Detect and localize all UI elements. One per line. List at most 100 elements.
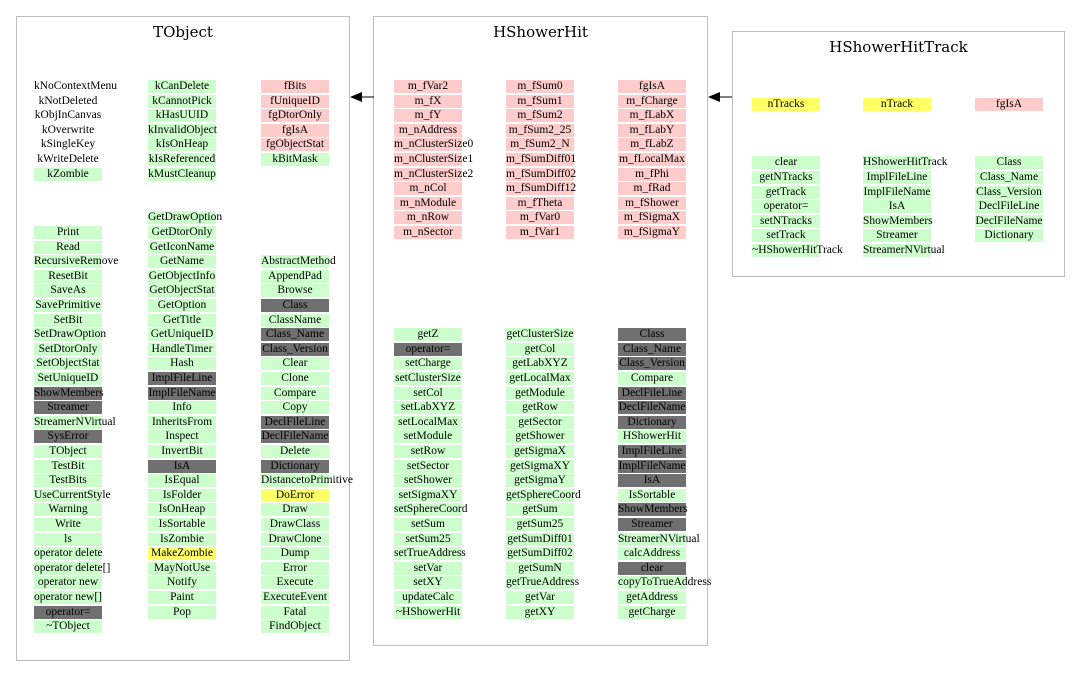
class-member: SavePrimitive	[34, 299, 102, 312]
class-member: m_fVar0	[506, 211, 574, 225]
class-member: updateCalc	[394, 591, 462, 604]
class-member: fBits	[261, 80, 329, 93]
class-member: Read	[34, 240, 102, 254]
class-member: operator=	[34, 605, 102, 619]
class-member: operator delete	[34, 547, 103, 561]
class-member: GetObjectInfo	[148, 269, 216, 283]
class-member: m_fSumDiff01	[506, 153, 577, 166]
class-member: m_fLocalMax	[618, 153, 686, 166]
class-member: m_fSum1	[506, 94, 574, 108]
class-member: setLocalMax	[394, 415, 462, 429]
class-member: fgIsA	[975, 98, 1043, 111]
class-member: StreamerNVirtual	[34, 415, 116, 429]
class-member: setLabXYZ	[394, 401, 462, 415]
class-member: m_nModule	[394, 196, 462, 210]
class-member: getVar	[506, 591, 574, 604]
class-member: SetDtorOnly	[34, 342, 102, 356]
class-member: clear	[752, 156, 820, 170]
class-member: fgIsA	[261, 123, 329, 137]
class-member: DeclFileLine	[261, 415, 329, 429]
class-member: DoError	[261, 488, 329, 502]
class-member: m_nClusterSize0	[394, 138, 474, 152]
class-member: TestBits	[34, 474, 102, 488]
class-member: SetObjectStat	[34, 357, 102, 371]
class-member: m_nCol	[394, 182, 462, 196]
class-member: AbstractMethod	[261, 255, 336, 269]
class-member: m_fY	[394, 109, 462, 123]
class-member: RecursiveRemove	[34, 255, 119, 269]
class-member: StreamerNVirtual	[618, 532, 700, 546]
class-title: HShowerHitTrack	[829, 38, 968, 56]
class-member: m_fX	[394, 94, 462, 108]
class-member: getXY	[506, 605, 574, 619]
class-member: getAddress	[618, 591, 686, 604]
class-member: calcAddress	[618, 547, 686, 561]
class-member: getSigmaX	[506, 445, 574, 458]
class-member: Dictionary	[261, 459, 329, 473]
class-member: getSphereCoord	[506, 488, 581, 502]
class-member: Compare	[618, 372, 686, 385]
class-title: TObject	[153, 23, 213, 41]
class-member: getSigmaXY	[506, 459, 574, 473]
class-member: setCharge	[394, 357, 462, 371]
class-member: HShowerHitTrack	[863, 156, 948, 170]
class-member: m_fSum2	[506, 109, 574, 123]
class-member: setShower	[394, 474, 462, 488]
class-member: kIsOnHeap	[148, 138, 216, 152]
class-member: getZ	[394, 328, 462, 342]
class-member: m_nClusterSize2	[394, 167, 474, 181]
class-member: m_fPhi	[618, 167, 686, 181]
class-member: Class_Name	[975, 171, 1043, 184]
class-member: GetOption	[148, 299, 216, 312]
class-member: setTrack	[752, 229, 820, 243]
class-member: Delete	[261, 445, 329, 458]
class-member: Streamer	[34, 401, 102, 415]
class-member: DrawClass	[261, 518, 329, 531]
class-member: setSum	[394, 518, 462, 531]
class-member: TestBit	[34, 459, 102, 473]
class-member: HShowerHit	[618, 430, 686, 444]
class-member: IsOnHeap	[148, 503, 216, 517]
class-member: Class	[975, 156, 1043, 170]
class-member: fUniqueID	[261, 94, 329, 108]
class-member: getShower	[506, 430, 574, 444]
class-member: ShowMembers	[618, 503, 688, 517]
class-member: Dictionary	[618, 415, 686, 429]
class-member: Class	[261, 299, 329, 312]
class-member: Error	[261, 561, 329, 575]
class-member: m_nAddress	[394, 123, 462, 137]
class-member: InheritsFrom	[148, 415, 216, 429]
class-member: Warning	[34, 503, 102, 517]
class-member: getNTracks	[752, 171, 820, 184]
class-member: SetBit	[34, 313, 102, 327]
class-member: Streamer	[618, 518, 686, 531]
class-member: Pop	[148, 605, 216, 619]
class-member: setTrueAddress	[394, 547, 466, 561]
class-member: getRow	[506, 401, 574, 415]
class-member: setNTracks	[752, 214, 820, 228]
class-member: setCol	[394, 386, 462, 400]
class-member: m_nClusterSize1	[394, 153, 474, 166]
class-member: StreamerNVirtual	[863, 244, 945, 257]
class-member: nTrack	[863, 98, 931, 111]
class-member: kIsReferenced	[148, 153, 216, 166]
class-member: Fatal	[261, 605, 329, 619]
class-member: operator=	[752, 200, 820, 214]
class-member: ImplFileLine	[148, 372, 216, 385]
class-member: GetName	[148, 255, 216, 269]
class-member: setSigmaXY	[394, 488, 462, 502]
class-member: m_fSum0	[506, 80, 574, 93]
class-member: operator new[]	[34, 591, 103, 604]
class-member: m_fSigmaX	[618, 211, 686, 225]
class-member: HandleTimer	[148, 342, 216, 356]
class-member: InvertBit	[148, 445, 216, 458]
class-member: kObjInCanvas	[34, 109, 102, 122]
class-member: IsZombie	[148, 532, 216, 546]
class-member: m_nRow	[394, 211, 462, 225]
class-member: ExecuteEvent	[261, 591, 329, 604]
class-member: GetTitle	[148, 313, 216, 327]
class-member: GetDtorOnly	[148, 226, 216, 239]
class-member: m_fLabY	[618, 123, 686, 137]
class-member: kSingleKey	[40, 138, 96, 151]
class-member: getCharge	[618, 605, 686, 619]
